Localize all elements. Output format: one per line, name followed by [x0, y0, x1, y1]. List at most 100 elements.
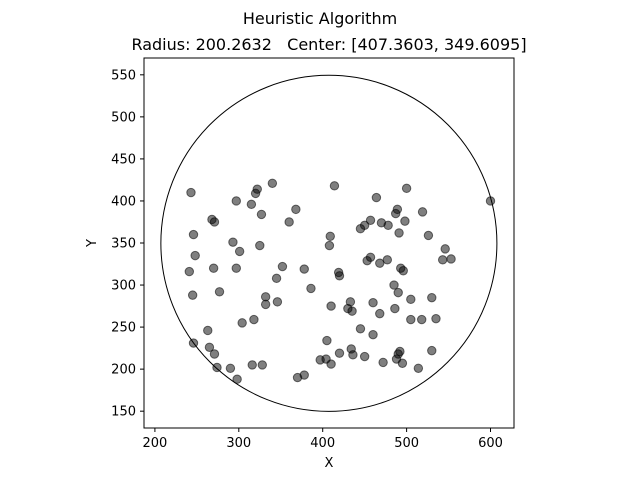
data-point	[368, 329, 378, 340]
data-point	[277, 261, 288, 272]
data-point	[284, 217, 294, 227]
data-point	[231, 196, 241, 206]
data-point	[184, 266, 195, 277]
data-point	[406, 314, 416, 325]
data-point	[329, 181, 340, 191]
data-point	[188, 338, 199, 348]
data-point	[485, 196, 496, 206]
data-point	[291, 204, 301, 215]
data-point	[423, 230, 434, 241]
x-tick-label: 200	[142, 436, 167, 451]
data-point	[187, 290, 198, 300]
points-layer	[184, 178, 496, 384]
y-tick-label: 250	[111, 321, 136, 336]
enclosing-circle	[160, 74, 498, 412]
data-point	[228, 237, 238, 247]
y-tick-label: 150	[111, 405, 136, 420]
data-point	[375, 308, 385, 319]
y-axis-label: Y	[85, 239, 100, 248]
data-point	[390, 303, 400, 314]
data-point	[365, 252, 376, 262]
data-point	[394, 228, 404, 238]
data-point	[427, 292, 437, 303]
data-point	[440, 244, 450, 254]
y-tick-label: 550	[111, 68, 136, 83]
data-point	[375, 258, 385, 268]
data-point	[347, 306, 357, 316]
x-tick-label: 400	[310, 436, 335, 451]
data-point	[398, 266, 408, 276]
data-point	[427, 345, 437, 356]
data-point	[186, 187, 196, 198]
data-point	[383, 220, 393, 231]
data-point	[326, 359, 336, 369]
data-point	[401, 183, 412, 194]
data-point	[355, 324, 366, 334]
data-point	[203, 325, 213, 336]
data-point	[256, 209, 267, 220]
data-point	[359, 351, 370, 362]
data-point	[417, 314, 427, 325]
data-point	[334, 271, 345, 281]
x-tick-label: 300	[226, 436, 251, 451]
data-point	[378, 357, 388, 368]
data-point	[413, 363, 424, 373]
data-point	[232, 374, 242, 384]
x-axis-label: X	[325, 456, 334, 471]
data-point	[345, 297, 356, 307]
data-point	[368, 298, 378, 308]
x-tick-label: 600	[478, 436, 503, 451]
y-tick-label: 350	[111, 237, 136, 252]
data-point	[437, 255, 448, 265]
data-point	[209, 217, 220, 227]
data-point	[252, 184, 262, 194]
data-point	[208, 263, 219, 273]
data-point	[334, 348, 345, 358]
data-point	[209, 349, 220, 359]
data-point	[446, 254, 456, 264]
x-axis-ticks: 200 300 400 500 600	[142, 428, 503, 451]
y-axis-ticks: 150 200 250 300 350 400 450 500 550	[111, 68, 144, 420]
enclosing-circle-layer	[160, 74, 498, 412]
y-tick-label: 450	[111, 152, 136, 167]
y-tick-label: 500	[111, 110, 136, 125]
data-point	[271, 273, 282, 284]
data-point	[417, 207, 428, 217]
data-point	[382, 255, 393, 265]
data-point	[406, 294, 416, 305]
data-point	[397, 358, 408, 368]
data-point	[234, 246, 245, 257]
data-point	[431, 313, 441, 324]
chart-title: Heuristic Algorithm	[243, 9, 397, 28]
data-point	[306, 283, 316, 294]
data-point	[325, 231, 335, 241]
x-tick-label: 500	[394, 436, 419, 451]
data-point	[267, 178, 278, 188]
y-tick-label: 400	[111, 194, 136, 209]
y-tick-label: 300	[111, 279, 136, 294]
data-point	[225, 363, 236, 373]
data-point	[214, 287, 225, 297]
data-point	[257, 360, 267, 370]
chart-subtitle: Radius: 200.2632 Center: [407.3603, 349.…	[131, 35, 526, 54]
data-point	[247, 360, 257, 370]
data-point	[188, 229, 199, 240]
data-point	[249, 314, 259, 325]
data-point	[212, 362, 222, 373]
data-point	[255, 240, 265, 251]
data-point	[272, 297, 283, 307]
data-point	[204, 342, 215, 352]
data-point	[299, 370, 309, 380]
data-point	[190, 250, 200, 261]
data-point	[395, 346, 405, 357]
data-point	[365, 215, 376, 225]
data-point	[324, 240, 335, 251]
data-point	[389, 280, 399, 290]
data-point	[371, 192, 382, 203]
data-point	[400, 216, 410, 226]
data-point	[231, 263, 241, 273]
data-point	[299, 264, 309, 274]
data-point	[246, 199, 257, 210]
y-tick-label: 200	[111, 363, 136, 378]
data-point	[260, 299, 271, 310]
